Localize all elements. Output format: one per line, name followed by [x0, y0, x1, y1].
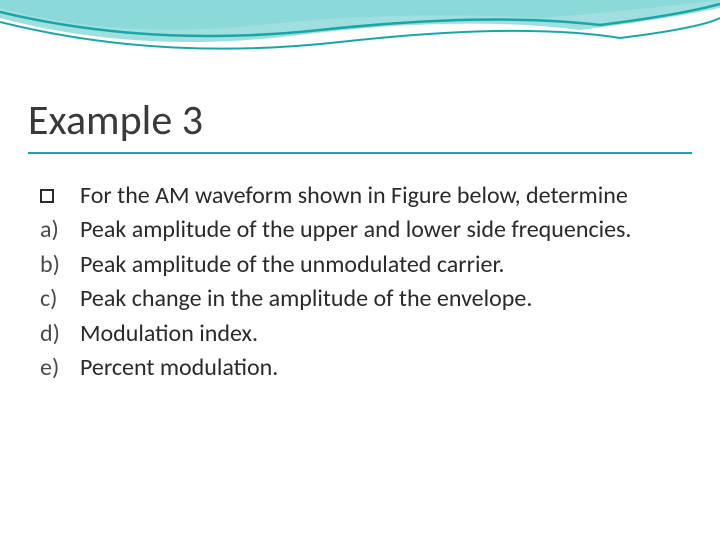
list-item: c) Peak change in the amplitude of the e…	[38, 283, 692, 315]
bullet-letter: a)	[38, 214, 80, 246]
item-text: Percent modulation.	[80, 352, 692, 384]
item-text: Peak change in the amplitude of the enve…	[80, 283, 692, 315]
list-item: For the AM waveform shown in Figure belo…	[38, 180, 692, 212]
wave-decoration	[0, 0, 720, 90]
slide-title: Example 3	[28, 95, 692, 154]
item-text: Peak amplitude of the upper and lower si…	[80, 214, 692, 246]
list-item: b) Peak amplitude of the unmodulated car…	[38, 249, 692, 281]
item-text: Peak amplitude of the unmodulated carrie…	[80, 249, 692, 281]
slide-content: Example 3 For the AM waveform shown in F…	[28, 95, 692, 386]
item-text: For the AM waveform shown in Figure belo…	[80, 180, 692, 212]
list-item: e) Percent modulation.	[38, 352, 692, 384]
bullet-letter: c)	[38, 283, 80, 315]
bullet-square-icon	[38, 180, 80, 212]
item-list: For the AM waveform shown in Figure belo…	[28, 180, 692, 384]
list-item: d) Modulation index.	[38, 318, 692, 350]
list-item: a) Peak amplitude of the upper and lower…	[38, 214, 692, 246]
item-text: Modulation index.	[80, 318, 692, 350]
bullet-letter: d)	[38, 318, 80, 350]
bullet-letter: b)	[38, 249, 80, 281]
bullet-letter: e)	[38, 352, 80, 384]
